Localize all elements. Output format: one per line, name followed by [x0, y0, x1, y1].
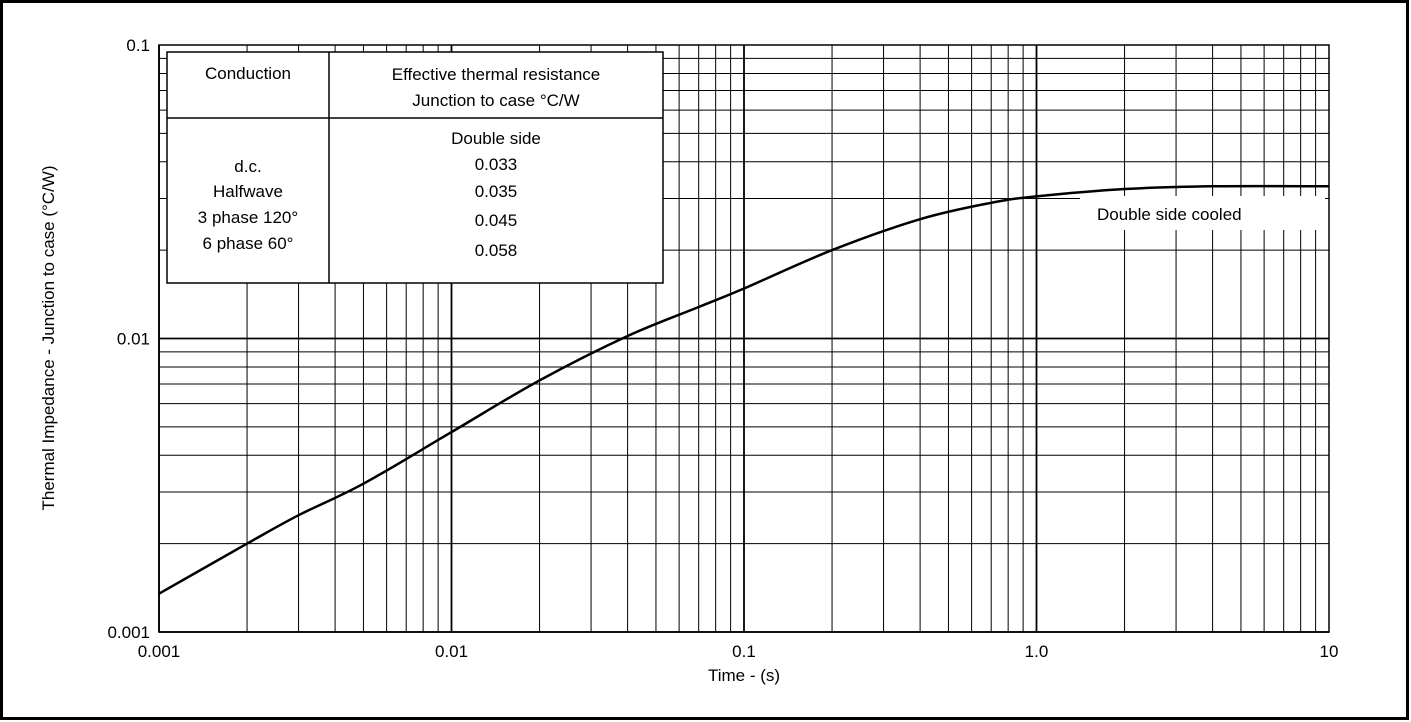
- series-label: Double side cooled: [1097, 205, 1242, 224]
- table-row-conduction: d.c.: [234, 157, 261, 176]
- series-label-box: [1080, 196, 1325, 230]
- table-row-value: 0.033: [475, 155, 518, 174]
- y-tick-label: 0.001: [107, 623, 150, 642]
- table-header-unit: Junction to case °C/W: [412, 91, 579, 110]
- table-subheader: Double side: [451, 129, 541, 148]
- table-row-conduction: 6 phase 60°: [203, 234, 294, 253]
- series-line-double-side-cooled: [158, 184, 1330, 595]
- y-tick-label: 0.1: [126, 36, 150, 55]
- x-tick-label: 0.1: [732, 642, 756, 661]
- table-header-conduction: Conduction: [205, 64, 291, 83]
- y-tick-label: 0.01: [117, 330, 150, 349]
- plot-area-border: [158, 44, 1330, 633]
- x-tick-label: 0.001: [138, 642, 181, 661]
- x-tick-labels: 0.001 0.01 0.1 1.0 10: [138, 642, 1339, 661]
- table-row-conduction: 3 phase 120°: [198, 208, 298, 227]
- y-tick-labels: 0.001 0.01 0.1: [107, 36, 150, 642]
- x-axis-label: Time - (s): [708, 666, 780, 685]
- table-bg: [166, 51, 664, 284]
- table-row-conduction: Halfwave: [213, 182, 283, 201]
- y-axis-label: Thermal Impedance - Junction to case (°C…: [39, 165, 58, 510]
- x-tick-label: 10: [1320, 642, 1339, 661]
- x-tick-label: 0.01: [435, 642, 468, 661]
- x-tick-label: 1.0: [1025, 642, 1049, 661]
- table-row-value: 0.058: [475, 241, 518, 260]
- table-row-value: 0.045: [475, 211, 518, 230]
- table-header-resistance: Effective thermal resistance: [392, 65, 601, 84]
- thermal-resistance-table: Conduction Effective thermal resistance …: [166, 51, 664, 284]
- table-row-value: 0.035: [475, 182, 518, 201]
